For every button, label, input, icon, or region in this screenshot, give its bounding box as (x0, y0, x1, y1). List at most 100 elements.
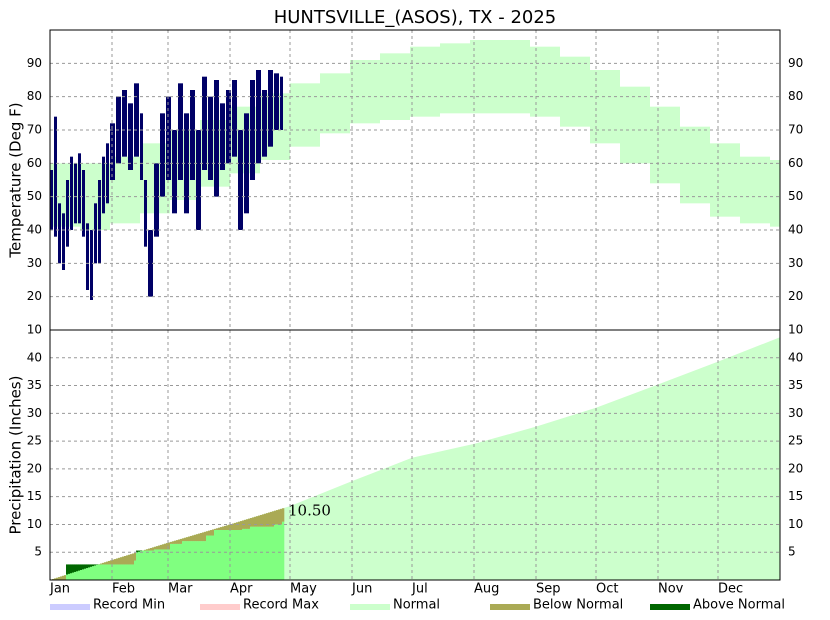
observed-area (74, 564, 77, 580)
y2-tick-label: 50 (788, 189, 803, 203)
normal-band (530, 46, 560, 117)
legend-label: Below Normal (533, 598, 623, 613)
observed-area (166, 549, 169, 580)
below-normal (132, 553, 135, 565)
below-normal (60, 576, 63, 580)
below-normal (150, 548, 153, 551)
below-normal (226, 525, 229, 530)
above-normal (138, 550, 141, 552)
below-normal (196, 534, 199, 542)
observed-range (148, 230, 153, 297)
observed-area (102, 564, 105, 580)
below-normal (114, 559, 117, 565)
above-normal (78, 564, 81, 571)
observed-area (86, 564, 89, 580)
normal-band (710, 143, 740, 217)
x-tick-label: Jul (411, 582, 428, 597)
y-tick-label: 60 (27, 156, 42, 170)
observed-area (160, 549, 163, 580)
above-normal (82, 564, 85, 570)
observed-range (250, 80, 255, 180)
observed-area (164, 549, 167, 580)
observed-range (262, 90, 267, 157)
normal-band (650, 106, 680, 184)
observed-area (254, 526, 257, 580)
below-normal (126, 555, 129, 565)
above-normal (80, 564, 83, 570)
observed-area (126, 564, 129, 580)
below-normal (104, 562, 107, 565)
below-normal (198, 533, 201, 542)
observed-range (54, 116, 57, 237)
below-normal (262, 514, 265, 527)
below-normal (276, 510, 279, 525)
observed-range (94, 203, 97, 264)
above-normal (90, 564, 93, 567)
normal-band (380, 53, 410, 121)
y2-tick-label: 70 (788, 123, 803, 137)
y2-tick-label: 80 (788, 89, 803, 103)
observed-range (66, 180, 69, 247)
normal-area (50, 337, 780, 580)
observed-area (262, 526, 265, 580)
observed-area (274, 524, 277, 580)
observed-area (130, 564, 133, 580)
observed-area (246, 528, 249, 580)
below-normal (158, 545, 161, 550)
observed-range (196, 130, 201, 230)
above-normal (84, 564, 87, 569)
observed-area (266, 526, 269, 580)
observed-area (136, 550, 139, 580)
observed-area (250, 526, 253, 580)
observed-area (260, 526, 263, 580)
observed-area (176, 543, 179, 580)
observed-range (208, 96, 213, 180)
observed-area (118, 564, 121, 580)
legend-label: Normal (393, 598, 440, 613)
y-tick-label: 20 (27, 289, 42, 303)
observed-area (270, 526, 273, 580)
observed-area (82, 564, 85, 580)
below-normal (230, 524, 233, 530)
data-label: 10.50 (288, 502, 331, 520)
below-normal (202, 532, 205, 542)
below-normal (162, 544, 165, 550)
observed-area (264, 526, 267, 580)
below-normal (174, 540, 177, 544)
observed-area (142, 550, 145, 580)
y2-tick-label: 10 (788, 323, 803, 337)
observed-area (112, 564, 115, 580)
above-normal (68, 564, 71, 574)
below-normal (248, 518, 251, 529)
below-normal (218, 527, 221, 530)
normal-band (500, 40, 530, 114)
y-tick-label: 35 (27, 378, 42, 392)
normal-band (620, 86, 650, 164)
y2-tick-label: 25 (788, 434, 803, 448)
y2-tick-label: 30 (788, 256, 803, 270)
normal-band (290, 83, 320, 147)
observed-area (214, 530, 217, 580)
chart-title: HUNTSVILLE_(ASOS), TX - 2025 (274, 7, 557, 28)
observed-range (178, 83, 183, 180)
x-tick-label: Sep (536, 582, 561, 597)
below-normal (166, 543, 169, 550)
below-normal (106, 561, 109, 565)
below-normal (124, 556, 127, 565)
below-normal (120, 557, 123, 565)
below-normal (272, 511, 275, 527)
y-tick-label: 30 (27, 256, 42, 270)
observed-area (98, 564, 101, 580)
above-normal (92, 564, 95, 567)
observed-range (226, 90, 231, 164)
below-normal (56, 577, 59, 580)
below-normal (238, 521, 241, 530)
below-normal (144, 549, 147, 551)
observed-area (128, 564, 131, 580)
y-tick-label: 20 (27, 461, 42, 475)
below-normal (64, 575, 67, 580)
observed-range (238, 130, 243, 230)
observed-area (106, 564, 109, 580)
y2-tick-label: 20 (788, 461, 803, 475)
y2-tick-label: 10 (788, 517, 803, 531)
